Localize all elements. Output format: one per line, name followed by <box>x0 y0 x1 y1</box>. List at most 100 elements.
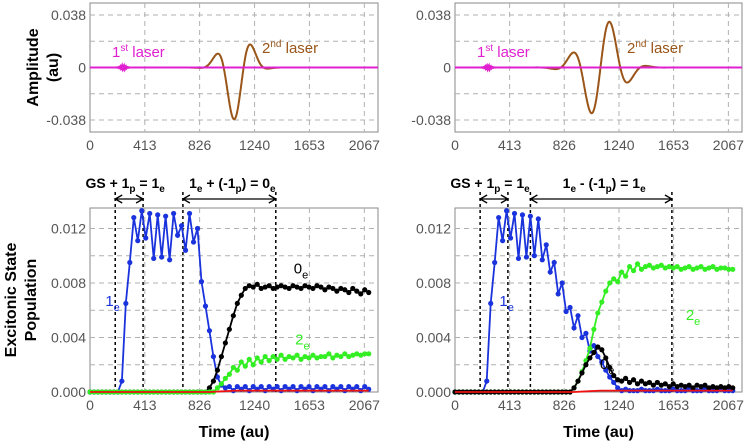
series-point-0_e <box>222 340 228 346</box>
series-label-main: 2 <box>686 307 694 324</box>
series-point-0_e <box>575 378 581 384</box>
series-point-1_e <box>290 383 296 390</box>
series-point-1_e <box>500 238 506 244</box>
series-point-0_e <box>595 344 601 350</box>
series-point-1_e <box>190 239 197 245</box>
y-tick-label: 0.012 <box>51 220 86 236</box>
series-label-1_e: 1e <box>105 293 119 314</box>
second-laser-label-num: 2 <box>262 40 270 57</box>
series-point-1_e <box>535 216 541 222</box>
series-point-2_e <box>354 351 360 357</box>
plot-frame <box>454 207 743 393</box>
series-point-0_e <box>278 283 284 289</box>
series-point-1_e <box>123 300 129 307</box>
y-tick-label: 0.004 <box>416 329 451 345</box>
series-point-2_e <box>678 266 684 272</box>
series-point-2_e <box>278 352 284 358</box>
series-point-1_e <box>171 210 177 217</box>
series-point-1_e <box>198 279 205 285</box>
series-point-2_e <box>611 276 617 282</box>
series-point-2_e <box>722 265 728 271</box>
series-point-0_e <box>682 383 688 390</box>
y-tick-label: 0 <box>78 60 86 76</box>
series-point-0_e <box>642 381 649 387</box>
series-point-0_e <box>346 289 352 296</box>
series-point-1_e <box>599 359 605 365</box>
y-tick-label: -0.038 <box>411 112 451 128</box>
series-label-0_e: 0e <box>294 260 308 281</box>
arrow-left-head-left <box>113 194 123 204</box>
series-point-2_e <box>607 280 613 286</box>
series-point-0_e <box>322 287 328 293</box>
series-point-2_e <box>650 265 656 271</box>
series-point-1_e <box>250 383 256 390</box>
series-point-0_e <box>615 377 621 383</box>
series-point-0_e <box>286 285 292 292</box>
series-point-2_e <box>587 345 593 351</box>
series-point-2_e <box>603 288 609 294</box>
y-tick-label: 0.000 <box>416 384 451 400</box>
series-point-1_e <box>194 225 201 232</box>
series-point-2_e <box>310 352 316 358</box>
annotation-right-part: 1 <box>189 175 197 191</box>
series-point-0_e <box>226 326 232 332</box>
series-point-1_e <box>346 383 352 390</box>
series-point-0_e <box>710 383 716 390</box>
series-point-0_e <box>298 285 304 292</box>
series-point-1_e <box>167 257 173 263</box>
series-point-0_e <box>302 283 308 289</box>
series-point-1_e <box>583 330 589 336</box>
series-point-1_e <box>571 325 577 331</box>
x-tick-label: 2067 <box>349 397 380 413</box>
series-point-2_e <box>634 261 641 267</box>
series-label-sub: e <box>694 316 700 328</box>
second-laser-label-tail: laser <box>281 40 318 57</box>
series-point-2_e <box>258 359 264 365</box>
x-tick-label: 0 <box>451 397 459 413</box>
series-point-2_e <box>591 326 597 332</box>
series-point-0_e <box>362 287 368 293</box>
x-tick-label: 413 <box>498 397 522 413</box>
series-point-0_e <box>583 362 589 368</box>
second-laser-label: 2nd laser <box>627 39 683 57</box>
first-laser-label-num: 1 <box>112 44 120 61</box>
series-point-1_e <box>186 210 193 217</box>
arrow-right-head-right <box>664 194 674 204</box>
series-point-0_e <box>338 285 344 292</box>
x-tick-label: 826 <box>188 137 212 153</box>
series-label-sub: e <box>608 365 614 377</box>
series-point-2_e <box>282 356 288 362</box>
series-point-1_e <box>607 374 613 380</box>
series-point-2_e <box>714 266 720 272</box>
series-label-sub: e <box>114 302 120 314</box>
series-point-0_e <box>599 347 605 353</box>
series-label-main: 2 <box>295 331 303 348</box>
series-line-other <box>90 389 369 393</box>
series-point-2_e <box>666 264 672 270</box>
series-point-2_e <box>246 356 252 362</box>
series-point-1_e <box>539 257 545 263</box>
series-point-1_e <box>210 353 217 360</box>
series-point-0_e <box>587 355 593 361</box>
annotation-left-part: GS + 1 <box>85 175 129 191</box>
series-point-2_e <box>326 351 332 357</box>
series-point-2_e <box>346 353 352 360</box>
annotation-left: GS + 1p = 1e <box>85 175 165 195</box>
series-point-1_e <box>496 214 502 221</box>
series-point-0_e <box>282 284 288 290</box>
annotation-right-sub: p <box>236 184 242 195</box>
annotation-right-part: ) = 0 <box>242 175 271 191</box>
series-point-2_e <box>682 265 688 271</box>
annotation-left: GS + 1p = 1e <box>450 175 530 195</box>
series-point-0_e <box>634 381 641 387</box>
second-laser-label-sup: nd <box>635 39 646 50</box>
series-point-1_e <box>242 383 248 390</box>
x-tick-label: 413 <box>498 137 522 153</box>
series-point-2_e <box>234 367 240 373</box>
annotation-left-sub: e <box>159 184 165 195</box>
panel-top-left-amplitude: 0 413 826 1240 1653 20670.0380-0.038Amplitude… <box>25 2 380 153</box>
first-laser-label: 1st laser <box>112 43 165 61</box>
y-tick-label: 0.038 <box>51 7 86 23</box>
series-point-1_e <box>159 254 165 260</box>
